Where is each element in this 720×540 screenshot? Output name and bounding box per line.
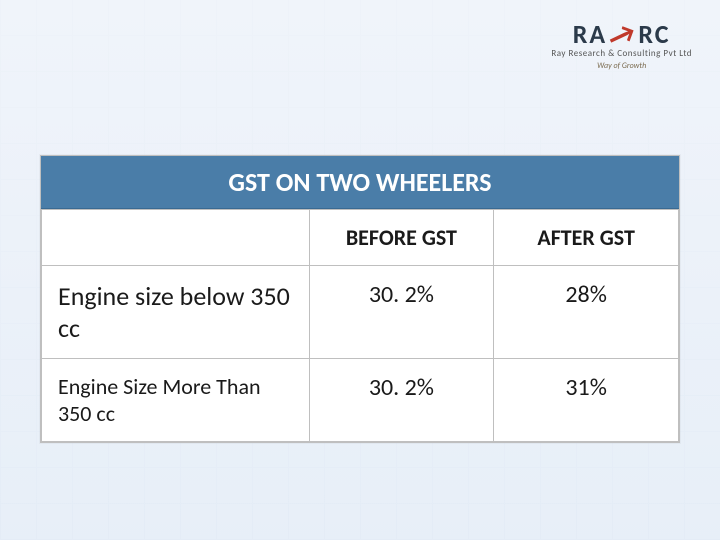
- col-header-empty: [42, 210, 310, 266]
- table-row: Engine Size More Than 350 cc 30. 2% 31%: [42, 359, 679, 442]
- gst-table-container: GST ON TWO WHEELERS BEFORE GST AFTER GST…: [40, 155, 680, 443]
- table-row: Engine size below 350 cc 30. 2% 28%: [42, 266, 679, 359]
- brand-logo: RA ↗ RC Ray Research & Consulting Pvt Lt…: [551, 18, 692, 71]
- logo-text-ra: RA: [573, 18, 607, 50]
- row-label: Engine size below 350 cc: [42, 266, 310, 359]
- logo-tagline: Way of Growth: [551, 61, 692, 71]
- logo-wordmark: RA ↗ RC: [573, 18, 671, 50]
- row-after-value: 31%: [494, 359, 679, 442]
- table-header-row: BEFORE GST AFTER GST: [42, 210, 679, 266]
- gst-table: BEFORE GST AFTER GST Engine size below 3…: [41, 209, 679, 442]
- table-title: GST ON TWO WHEELERS: [41, 156, 679, 209]
- row-after-value: 28%: [494, 266, 679, 359]
- col-header-after: AFTER GST: [494, 210, 679, 266]
- row-before-value: 30. 2%: [309, 266, 494, 359]
- col-header-before: BEFORE GST: [309, 210, 494, 266]
- logo-text-rc: RC: [638, 18, 670, 50]
- slide-background: RA ↗ RC Ray Research & Consulting Pvt Lt…: [0, 0, 720, 540]
- row-label: Engine Size More Than 350 cc: [42, 359, 310, 442]
- row-before-value: 30. 2%: [309, 359, 494, 442]
